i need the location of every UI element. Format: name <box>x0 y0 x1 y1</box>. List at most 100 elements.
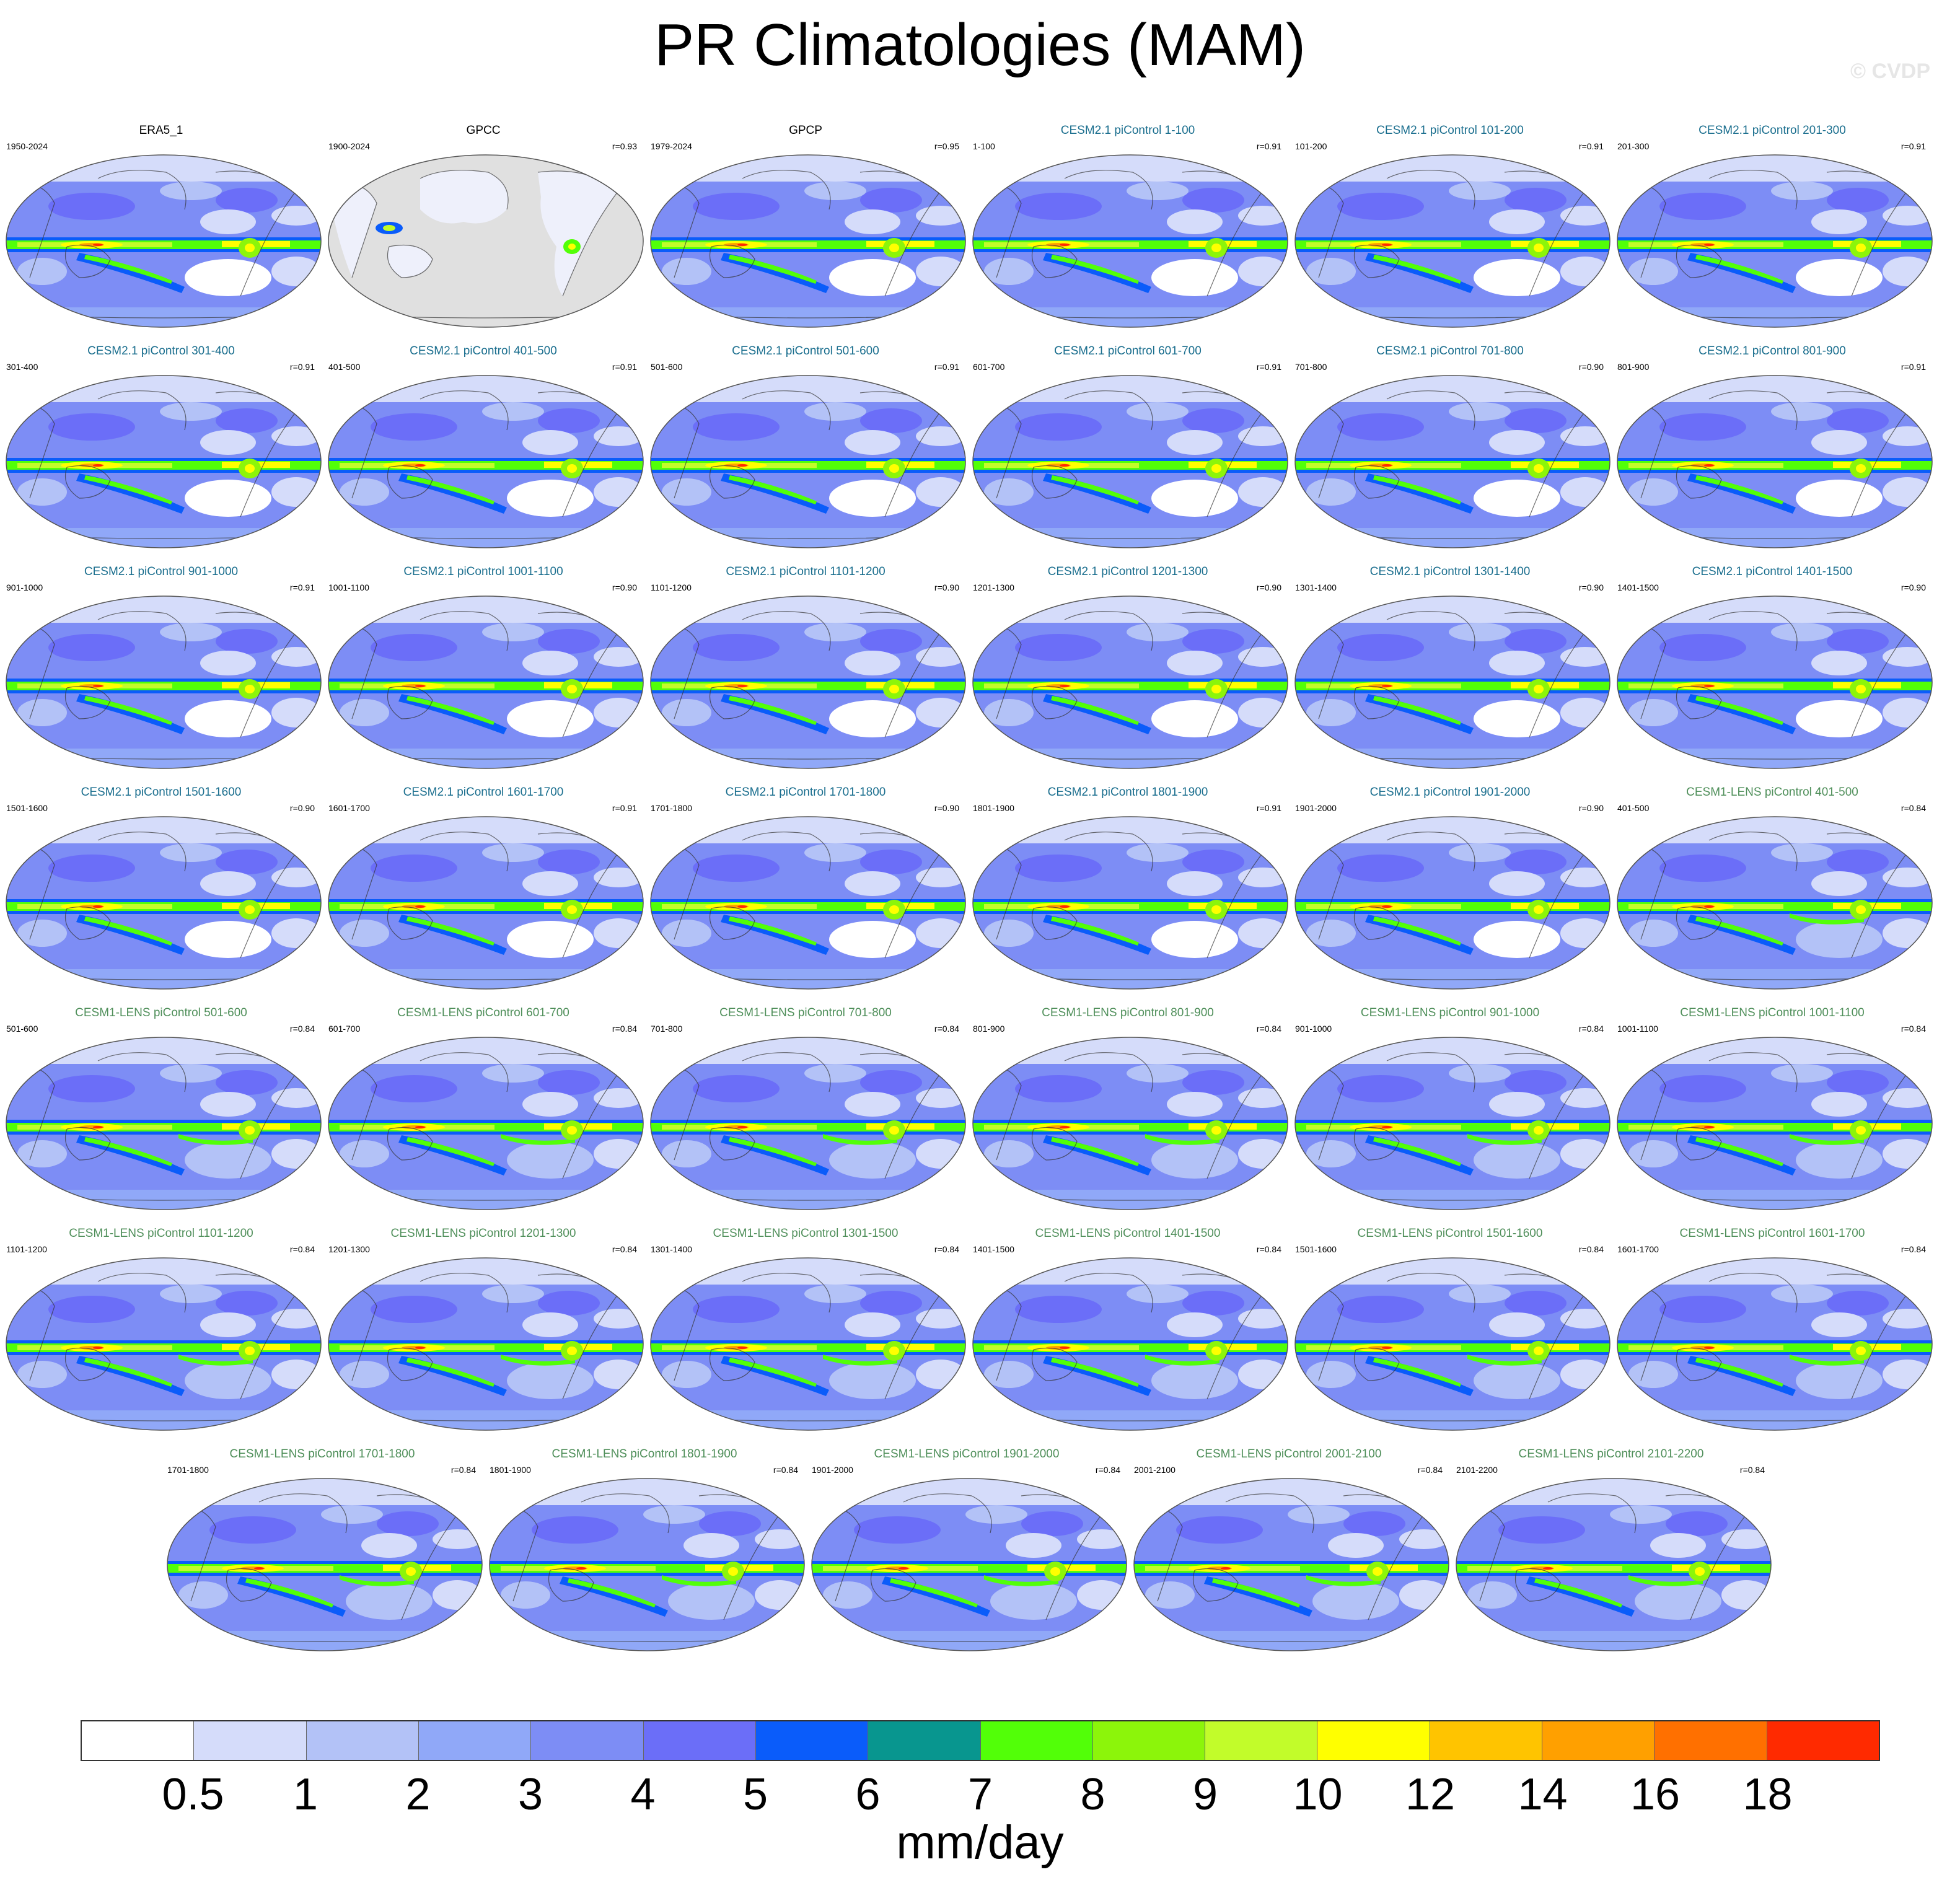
precip-map <box>6 595 322 769</box>
panel-correlation: r=0.84 <box>1901 1244 1926 1254</box>
panel-title: CESM2.1 piControl 1-100 <box>1060 124 1195 137</box>
panel-correlation: r=0.91 <box>1256 803 1281 813</box>
colorbar-label: 6 <box>855 1770 881 1819</box>
colorbar-box <box>980 1721 1093 1760</box>
panel-years: 901-1000 <box>6 582 43 592</box>
panel-correlation: r=0.95 <box>934 141 959 151</box>
panel-years: 2101-2200 <box>1456 1465 1498 1475</box>
precip-map <box>972 1257 1288 1431</box>
panel-correlation: r=0.90 <box>934 803 959 813</box>
map-panel: CESM1-LENS piControl 501-600 501-600 r=0.8… <box>0 1006 322 1211</box>
precip-map <box>1294 816 1611 990</box>
panel-title: CESM2.1 piControl 901-1000 <box>84 565 239 578</box>
map-panel: CESM2.1 piControl 501-600 501-600 r=0.91 <box>644 345 967 549</box>
panel-correlation: r=0.90 <box>289 803 315 813</box>
panel-years: 901-1000 <box>1295 1024 1332 1034</box>
panel-years: 1001-1100 <box>328 582 369 592</box>
map-panel: CESM2.1 piControl 101-200 101-200 r=0.91 <box>1289 124 1611 328</box>
map-panel: CESM2.1 piControl 1901-2000 1901-2000 r=0.… <box>1289 786 1611 990</box>
panel-correlation: r=0.84 <box>289 1244 315 1254</box>
panel-years: 1901-2000 <box>812 1465 853 1475</box>
panel-years: 1101-1200 <box>6 1244 47 1254</box>
panel-title: CESM1-LENS piControl 2001-2100 <box>1196 1448 1382 1461</box>
panel-years: 1979-2024 <box>651 141 692 151</box>
precip-map <box>167 1478 483 1651</box>
precip-map <box>328 816 644 990</box>
panel-title: CESM1-LENS piControl 1601-1700 <box>1679 1227 1865 1240</box>
panel-years: 1-100 <box>973 141 995 151</box>
map-panel: CESM1-LENS piControl 2101-2200 2101-2200 r… <box>1450 1448 1772 1652</box>
precip-map <box>650 1257 966 1431</box>
map-panel: CESM2.1 piControl 601-700 601-700 r=0.91 <box>967 345 1289 549</box>
panel-years: 801-900 <box>973 1024 1005 1034</box>
panel-years: 1001-1100 <box>1617 1024 1658 1034</box>
colorbar <box>81 1720 1880 1761</box>
panel-correlation: r=0.91 <box>289 582 315 592</box>
colorbar-label: 7 <box>967 1770 993 1819</box>
map-panel: CESM2.1 piControl 201-300 201-300 r=0.91 <box>1611 124 1933 328</box>
colorbar-box <box>1092 1721 1206 1760</box>
precip-map <box>1617 154 1933 328</box>
panel-years: 201-300 <box>1617 141 1650 151</box>
colorbar-box <box>1430 1721 1543 1760</box>
panel-correlation: r=0.90 <box>934 582 959 592</box>
panel-years: 1501-1600 <box>1295 1244 1337 1254</box>
panel-title: CESM2.1 piControl 301-400 <box>87 345 235 358</box>
colorbar-box <box>418 1721 532 1760</box>
panel-correlation: r=0.91 <box>612 362 637 372</box>
panel-title: CESM2.1 piControl 701-800 <box>1376 345 1524 358</box>
precip-map <box>1456 1478 1772 1651</box>
precip-map <box>650 375 966 548</box>
precip-map <box>6 154 322 328</box>
panel-title: CESM2.1 piControl 1101-1200 <box>726 565 886 578</box>
map-panel: CESM2.1 piControl 1-100 1-100 r=0.91 <box>967 124 1289 328</box>
panel-title: CESM1-LENS piControl 501-600 <box>75 1006 247 1019</box>
panel-correlation: r=0.84 <box>1739 1465 1765 1475</box>
precip-map <box>6 1037 322 1210</box>
panel-years: 401-500 <box>1617 803 1650 813</box>
precip-map <box>1617 816 1933 990</box>
panel-correlation: r=0.91 <box>289 362 315 372</box>
map-panel: CESM1-LENS piControl 801-900 801-900 r=0.8… <box>967 1006 1289 1211</box>
panel-correlation: r=0.84 <box>1578 1024 1604 1034</box>
panel-years: 401-500 <box>328 362 361 372</box>
panel-correlation: r=0.84 <box>612 1244 637 1254</box>
map-panel: CESM2.1 piControl 401-500 401-500 r=0.91 <box>322 345 644 549</box>
precip-map <box>650 816 966 990</box>
colorbar-label: 12 <box>1405 1770 1456 1819</box>
panel-correlation: r=0.84 <box>1901 803 1926 813</box>
precip-map <box>1617 1037 1933 1210</box>
panel-correlation: r=0.90 <box>612 582 637 592</box>
map-panel: CESM1-LENS piControl 1201-1300 1201-1300 r… <box>322 1227 644 1431</box>
panel-title: CESM1-LENS piControl 1801-1900 <box>552 1448 737 1461</box>
panel-title: CESM2.1 piControl 1701-1800 <box>725 786 886 799</box>
panel-title: ERA5_1 <box>139 124 183 137</box>
panel-years: 1401-1500 <box>973 1244 1014 1254</box>
panel-years: 701-800 <box>1295 362 1327 372</box>
panel-correlation: r=0.84 <box>450 1465 476 1475</box>
precip-map <box>1294 154 1611 328</box>
panel-correlation: r=0.91 <box>1901 141 1926 151</box>
panel-correlation: r=0.84 <box>1256 1244 1281 1254</box>
panel-correlation: r=0.84 <box>773 1465 798 1475</box>
panel-correlation: r=0.91 <box>1901 362 1926 372</box>
map-panel: CESM2.1 piControl 801-900 801-900 r=0.91 <box>1611 345 1933 549</box>
map-panel: CESM2.1 piControl 1401-1500 1401-1500 r=0.… <box>1611 565 1933 770</box>
panel-correlation: r=0.84 <box>1578 1244 1604 1254</box>
precip-map <box>1294 1037 1611 1210</box>
map-panel: CESM1-LENS piControl 1601-1700 1601-1700 r… <box>1611 1227 1933 1431</box>
map-panel: CESM1-LENS piControl 1001-1100 1001-1100 r… <box>1611 1006 1933 1211</box>
colorbar-label: 3 <box>517 1770 543 1819</box>
panel-title: CESM1-LENS piControl 1701-1800 <box>229 1448 415 1461</box>
map-panel: CESM2.1 piControl 701-800 701-800 r=0.90 <box>1289 345 1611 549</box>
colorbar-box <box>1767 1721 1879 1760</box>
precip-map <box>1294 1257 1611 1431</box>
colorbar-box <box>1542 1721 1655 1760</box>
colorbar-box <box>868 1721 981 1760</box>
precip-map <box>328 375 644 548</box>
map-panel: GPCC 1900-2024 r=0.93 <box>322 124 644 328</box>
map-panel: CESM2.1 piControl 1201-1300 1201-1300 r=0.… <box>967 565 1289 770</box>
colorbar-box <box>643 1721 756 1760</box>
map-panel: CESM1-LENS piControl 701-800 701-800 r=0.8… <box>644 1006 967 1211</box>
panel-correlation: r=0.91 <box>612 803 637 813</box>
